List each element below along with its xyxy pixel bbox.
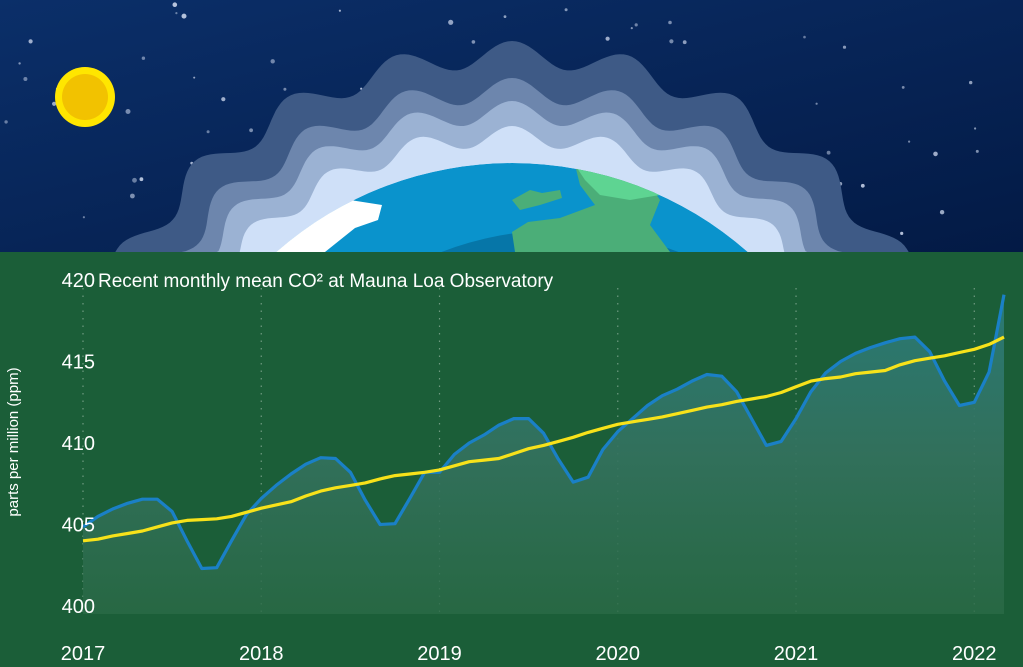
star	[939, 210, 945, 215]
island	[512, 190, 562, 210]
star	[4, 120, 8, 124]
star	[193, 76, 196, 79]
star	[249, 128, 254, 133]
star	[338, 9, 341, 12]
x-tick-label: 2021	[774, 643, 819, 665]
star	[975, 149, 979, 153]
star	[669, 39, 674, 44]
star	[23, 77, 28, 81]
star	[141, 56, 146, 60]
x-tick-label: 2020	[596, 643, 641, 665]
y-tick-label: 420	[62, 270, 95, 292]
star	[969, 80, 973, 85]
star	[901, 86, 905, 89]
y-tick-label: 415	[62, 352, 95, 374]
x-tick-label: 2022	[952, 643, 997, 665]
star	[82, 216, 85, 219]
star	[28, 39, 33, 44]
star	[842, 45, 847, 49]
y-tick-label: 400	[62, 596, 95, 618]
star	[18, 62, 21, 65]
star	[803, 35, 806, 39]
star	[132, 177, 137, 183]
star	[503, 15, 507, 18]
star	[682, 40, 687, 45]
chart-title: Recent monthly mean CO² at Mauna Loa Obs…	[98, 271, 554, 292]
star	[221, 97, 226, 102]
sun-icon	[55, 67, 115, 127]
y-tick-label: 405	[62, 515, 95, 537]
star	[52, 101, 57, 106]
star	[860, 183, 865, 188]
star	[175, 12, 178, 15]
star	[933, 151, 938, 157]
x-tick-label: 2019	[417, 643, 462, 665]
earth-atmosphere-illustration	[0, 0, 1023, 252]
y-tick-label: 410	[62, 433, 95, 455]
x-tick-label: 2018	[239, 643, 284, 665]
star	[605, 36, 610, 41]
star	[172, 2, 178, 8]
star	[125, 109, 131, 114]
star	[815, 102, 818, 105]
star	[283, 87, 287, 91]
star	[668, 20, 672, 25]
star	[974, 127, 977, 130]
star	[826, 150, 831, 155]
monthly-area-fill	[83, 294, 1004, 614]
y-axis-label: parts per million (ppm)	[5, 367, 22, 516]
star	[130, 193, 135, 199]
star	[139, 177, 144, 182]
star	[270, 59, 275, 64]
star	[448, 19, 454, 25]
x-tick-label: 2017	[61, 643, 106, 665]
star	[564, 8, 568, 12]
star	[900, 231, 904, 235]
star	[908, 140, 911, 143]
star	[634, 23, 638, 27]
star	[630, 27, 633, 30]
star	[471, 40, 476, 44]
star	[181, 13, 187, 19]
star	[360, 87, 363, 90]
star	[206, 130, 210, 134]
